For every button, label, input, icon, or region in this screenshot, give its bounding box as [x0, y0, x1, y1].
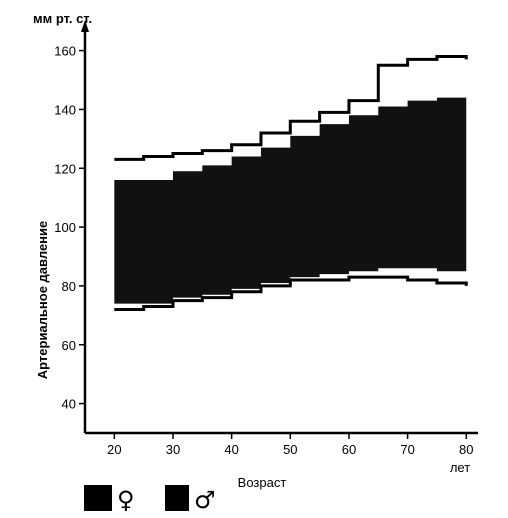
legend-swatch-female [84, 485, 112, 511]
female-band-area [114, 94, 467, 304]
y-tick-label: 100 [54, 220, 76, 235]
y-tick-label: 160 [54, 44, 76, 59]
x-tick-label: 40 [224, 442, 238, 457]
legend-label-male: ♂ [194, 486, 216, 514]
x-tick-label: 20 [107, 442, 121, 457]
y-axis-arrow [81, 20, 89, 32]
y-tick-label: 40 [62, 397, 76, 412]
x-unit-label: лет [450, 460, 470, 475]
axes [81, 20, 478, 435]
legend: ♀ ♂ [84, 485, 216, 514]
x-tick-label: 30 [166, 442, 180, 457]
x-tick-label: 70 [400, 442, 414, 457]
y-unit-label: мм рт. ст. [33, 11, 92, 26]
male-diastolic-line [114, 275, 468, 311]
y-tick-label: 120 [54, 161, 76, 176]
legend-swatch-male [165, 485, 189, 511]
y-tick-label: 140 [54, 102, 76, 117]
legend-label-female: ♀ [117, 486, 135, 514]
x-axis-title: Возраст [238, 475, 287, 490]
x-tick-label: 60 [342, 442, 356, 457]
x-tick-label: 50 [283, 442, 297, 457]
y-tick-label: 60 [62, 338, 76, 353]
male-systolic-line [114, 54, 468, 161]
x-ticks: 20 30 40 50 60 70 80 [107, 433, 474, 457]
y-tick-label: 80 [62, 279, 76, 294]
male-pressure-lines [114, 54, 468, 311]
y-ticks: 40 60 80 100 120 140 160 [54, 44, 85, 412]
y-axis-title: Артериальное давление [35, 221, 50, 380]
x-tick-label: 80 [459, 442, 473, 457]
female-pressure-band [114, 94, 467, 304]
